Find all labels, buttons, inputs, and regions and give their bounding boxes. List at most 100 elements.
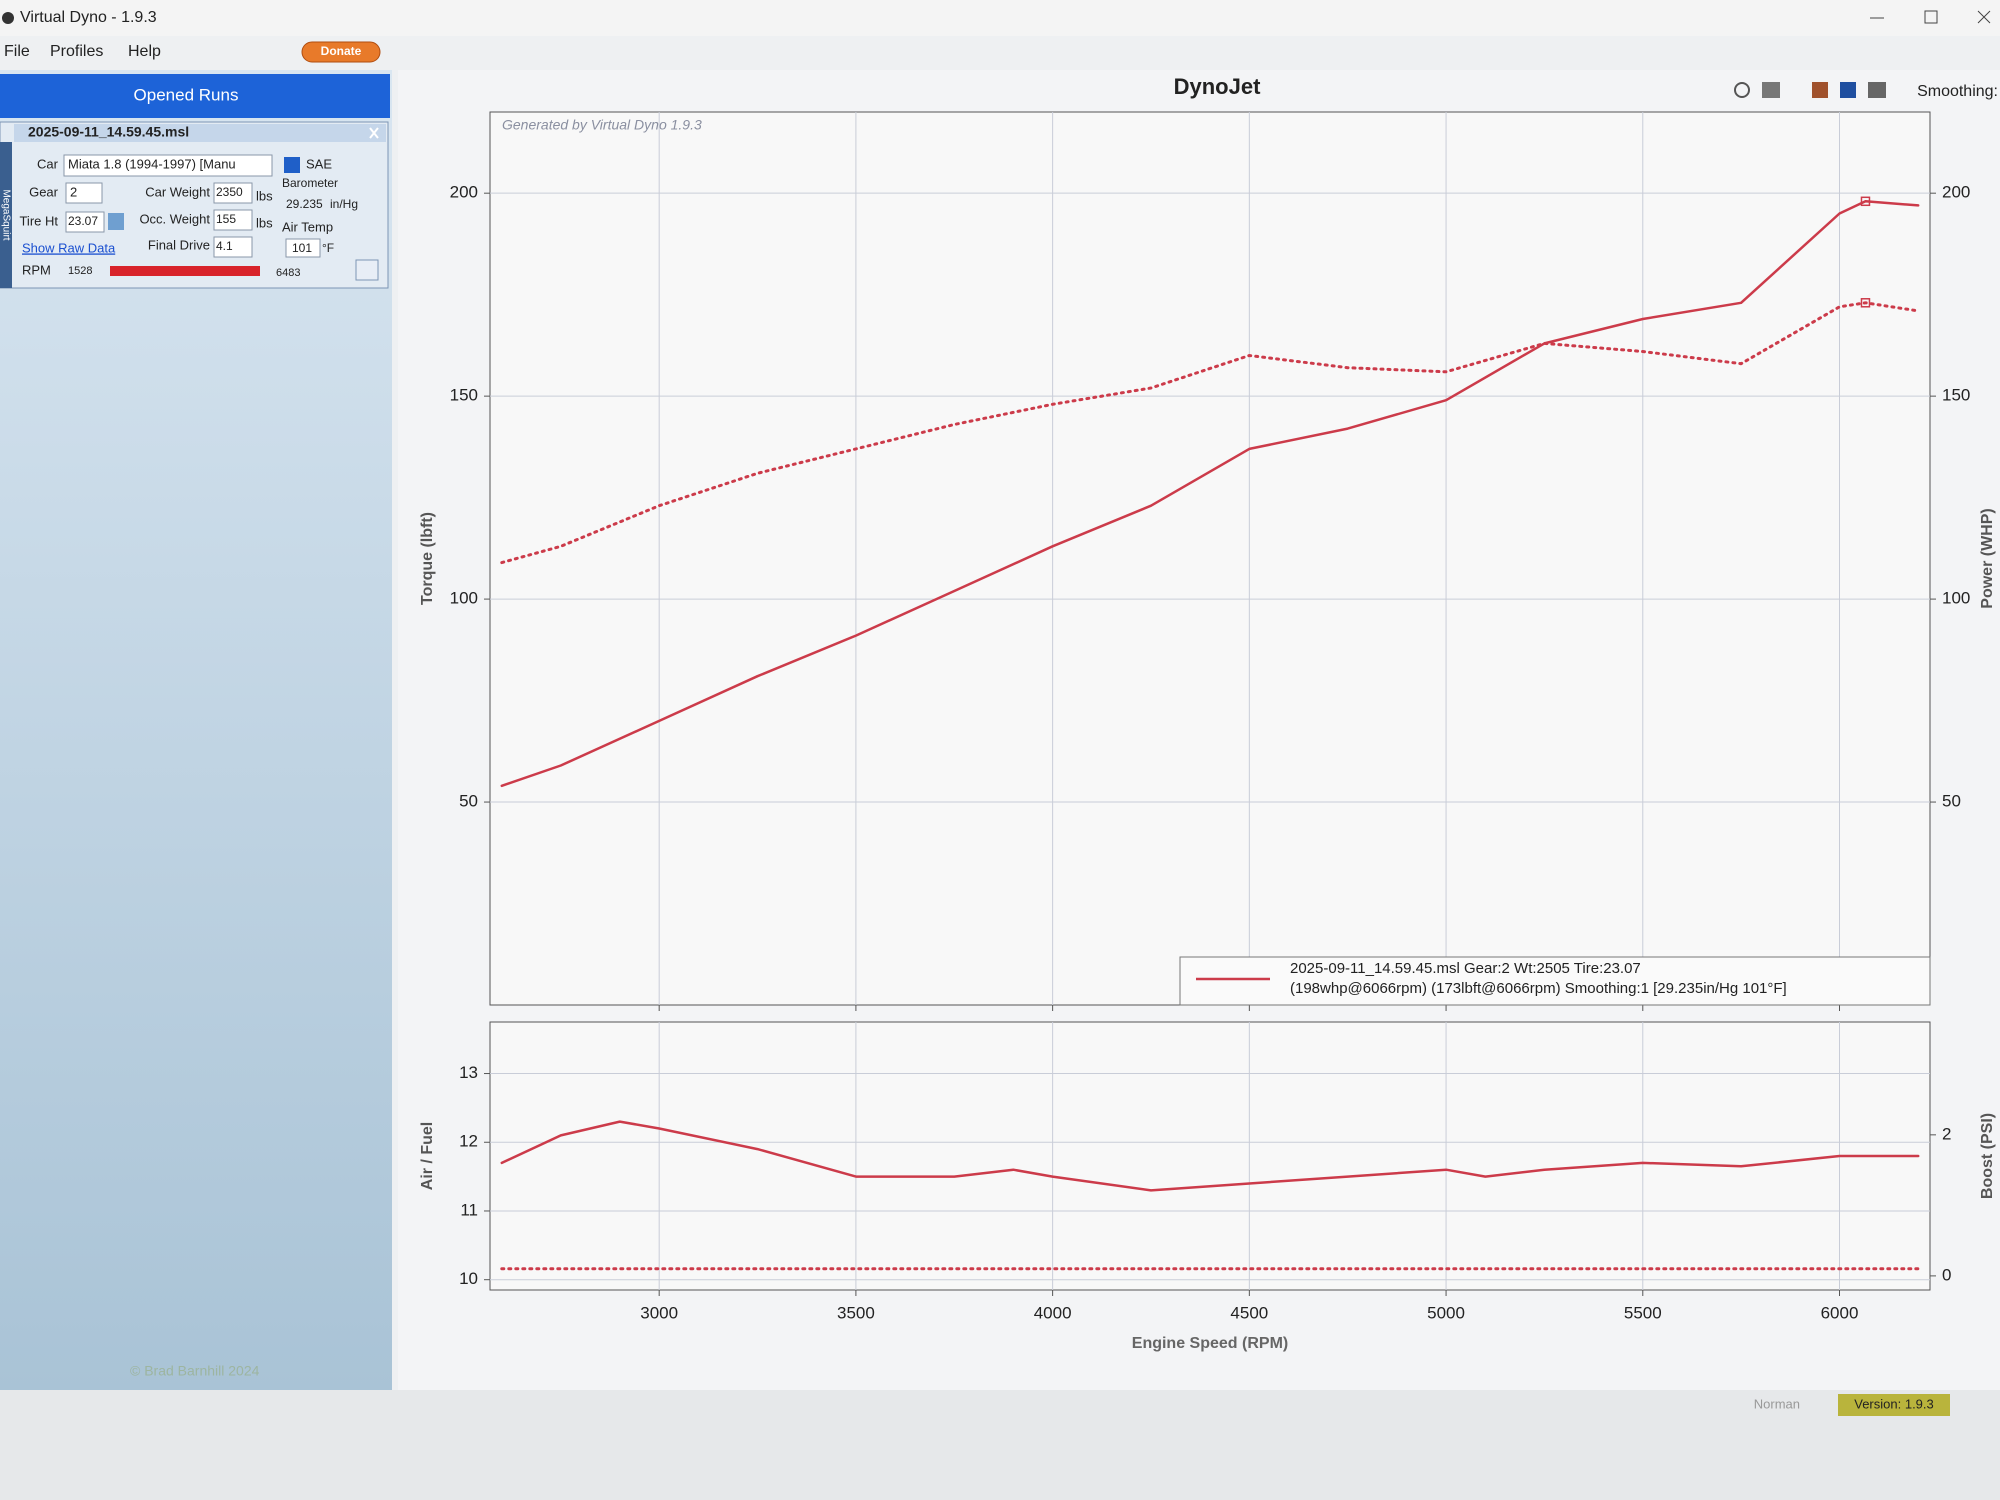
- menu-item[interactable]: File: [4, 43, 30, 60]
- field-label: Occ. Weight: [139, 211, 210, 226]
- y-tick-label: 100: [450, 589, 478, 608]
- y-axis-label: Torque (lbft): [419, 512, 436, 605]
- peak-marker: [1860, 196, 1871, 207]
- series-line: [500, 301, 1920, 565]
- side-tab-label[interactable]: MegaSquirt: [0, 189, 11, 240]
- field-label: Gear: [29, 184, 59, 199]
- status-bar: [0, 1390, 2000, 1500]
- menu-item[interactable]: Help: [128, 43, 161, 60]
- car-select[interactable]: [63, 154, 273, 177]
- field-value[interactable]: 29.235: [286, 197, 323, 211]
- field-value[interactable]: 4.1: [216, 239, 233, 253]
- field-unit: lbs: [256, 188, 273, 203]
- legend-text: (198whp@6066rpm) (173lbft@6066rpm) Smoot…: [1290, 980, 1787, 997]
- field-label[interactable]: SAE: [306, 156, 332, 171]
- version-box[interactable]: [1838, 1394, 1950, 1416]
- y-tick-label: 11: [460, 1200, 478, 1219]
- y-axis-label: Air / Fuel: [419, 1122, 436, 1190]
- version[interactable]: Version: 1.9.3: [1854, 1396, 1934, 1411]
- field-label: Car Weight: [145, 184, 210, 199]
- donate-button[interactable]: [301, 41, 381, 63]
- side-tab[interactable]: [0, 142, 12, 288]
- gear-select[interactable]: [65, 182, 103, 204]
- smoothing-label: Smoothing:: [1917, 83, 1998, 100]
- field-value: 1528: [68, 265, 92, 277]
- x-tick-label: 4000: [1034, 1303, 1072, 1322]
- copyright: © Brad Barnhill 2024: [130, 1363, 260, 1379]
- y2-axis-label: Boost (PSI): [1979, 1113, 1996, 1199]
- field-unit: lbs: [256, 215, 273, 230]
- title-bar: [0, 0, 2000, 36]
- y2-axis-label: Power (WHP): [1979, 508, 1996, 608]
- save-icon[interactable]: [1840, 82, 1856, 98]
- field-value[interactable]: 23.07: [68, 214, 98, 228]
- user[interactable]: Norman: [1754, 1396, 1800, 1411]
- print-icon[interactable]: [1868, 82, 1886, 98]
- donate-label[interactable]: Donate: [321, 44, 362, 58]
- tire-calc-icon[interactable]: [108, 213, 124, 230]
- field-unit: °F: [322, 241, 334, 255]
- app-icon: [2, 12, 14, 24]
- sidebar-header: [0, 74, 390, 118]
- run-title-bar: [14, 124, 386, 142]
- field-value[interactable]: 101: [292, 241, 312, 255]
- zoom-icon[interactable]: [1734, 82, 1750, 98]
- y2-tick-label: 0: [1942, 1265, 1951, 1284]
- field-value[interactable]: 155: [216, 212, 236, 226]
- run-title[interactable]: 2025-09-11_14.59.45.msl: [28, 124, 189, 140]
- field-value[interactable]: Miata 1.8 (1994-1997) [Manu: [68, 156, 236, 171]
- menu-item[interactable]: Profiles: [50, 43, 103, 60]
- watermark: Generated by Virtual Dyno 1.9.3: [502, 117, 702, 133]
- y2-tick-label: 150: [1942, 386, 1970, 405]
- copy-icon[interactable]: [1812, 82, 1828, 98]
- filter-icon[interactable]: [1762, 82, 1780, 98]
- toolbar-icons: [1734, 82, 1886, 98]
- rpm-slider[interactable]: [110, 266, 260, 276]
- run-panel: [0, 121, 389, 289]
- y2-tick-label: 50: [1942, 792, 1961, 811]
- chart-button[interactable]: [355, 259, 379, 281]
- plot-area: [489, 1021, 1931, 1291]
- window-title: Virtual Dyno - 1.9.3: [20, 9, 157, 26]
- field-label: Tire Ht: [19, 213, 58, 228]
- input[interactable]: [285, 238, 321, 258]
- y-tick-label: 12: [459, 1132, 478, 1151]
- input[interactable]: [213, 236, 253, 258]
- field-label: Final Drive: [148, 237, 210, 252]
- series-line: [500, 200, 1920, 788]
- series-line: [500, 1120, 1920, 1192]
- sae-checkbox[interactable]: [284, 157, 300, 173]
- y-tick-label: 10: [459, 1269, 478, 1288]
- y-tick-label: 150: [450, 386, 478, 405]
- field-value: 6483: [276, 267, 300, 279]
- y-tick-label: 200: [450, 183, 478, 202]
- x-tick-label: 3500: [837, 1303, 875, 1322]
- maximize[interactable]: [1924, 10, 1938, 24]
- close[interactable]: [1977, 10, 1991, 24]
- input[interactable]: [213, 182, 253, 204]
- x-tick-label: 5000: [1427, 1303, 1465, 1322]
- legend-text: 2025-09-11_14.59.45.msl Gear:2 Wt:2505 T…: [1290, 960, 1641, 977]
- plot-area: [489, 111, 1931, 1006]
- input[interactable]: [65, 211, 105, 233]
- x-tick-label: 6000: [1821, 1303, 1859, 1322]
- raw-data-link[interactable]: Show Raw Data: [22, 240, 116, 255]
- chart-title: DynoJet: [1174, 74, 1261, 99]
- x-tick-label: 4500: [1230, 1303, 1268, 1322]
- peak-marker: [1860, 298, 1871, 308]
- input[interactable]: [213, 209, 253, 231]
- y2-tick-label: 2: [1942, 1124, 1951, 1143]
- field-value[interactable]: 2: [70, 184, 77, 199]
- x-axis-label: Engine Speed (RPM): [1132, 1335, 1288, 1352]
- y-tick-label: 13: [459, 1063, 478, 1082]
- x-tick-label: 3000: [640, 1303, 678, 1322]
- run-close[interactable]: [369, 127, 379, 139]
- y2-tick-label: 100: [1942, 589, 1970, 608]
- field-unit: in/Hg: [330, 197, 358, 211]
- sidebar-header-text: Opened Runs: [134, 85, 239, 104]
- field-value[interactable]: 2350: [216, 185, 243, 199]
- legend: [1179, 956, 1931, 1006]
- sidebar: [0, 70, 392, 1390]
